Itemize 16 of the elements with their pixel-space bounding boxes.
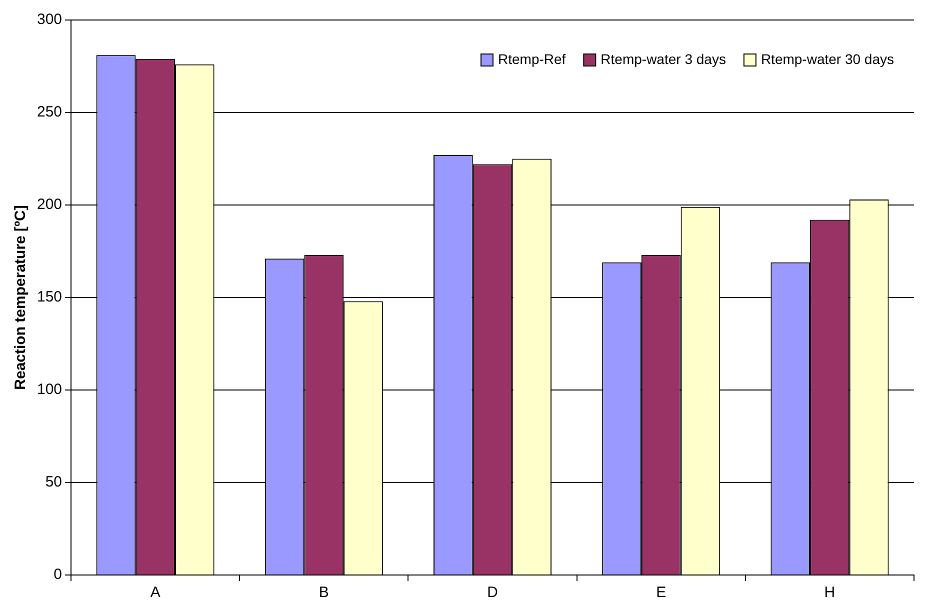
legend-label: Rtemp-water 3 days — [600, 50, 726, 67]
x-tick-label: D — [487, 584, 498, 602]
legend-label: Rtemp-water 30 days — [760, 50, 894, 67]
y-axis-title: Reaction temperature [ºC] — [12, 205, 30, 390]
legend-label: Rtemp-Ref — [498, 50, 566, 67]
y-tick-label: 150 — [36, 288, 62, 306]
x-tick-label: B — [318, 584, 329, 602]
y-tick-label: 50 — [45, 474, 62, 491]
x-tick-label: E — [656, 584, 666, 602]
y-tick-label: 0 — [54, 566, 62, 584]
y-tick-label: 300 — [36, 11, 62, 28]
y-tick-label: 250 — [36, 104, 62, 121]
x-tick-label: A — [150, 584, 160, 602]
x-tick-label: H — [824, 584, 836, 602]
y-tick-label: 200 — [36, 196, 62, 214]
y-tick-label: 100 — [36, 381, 62, 398]
